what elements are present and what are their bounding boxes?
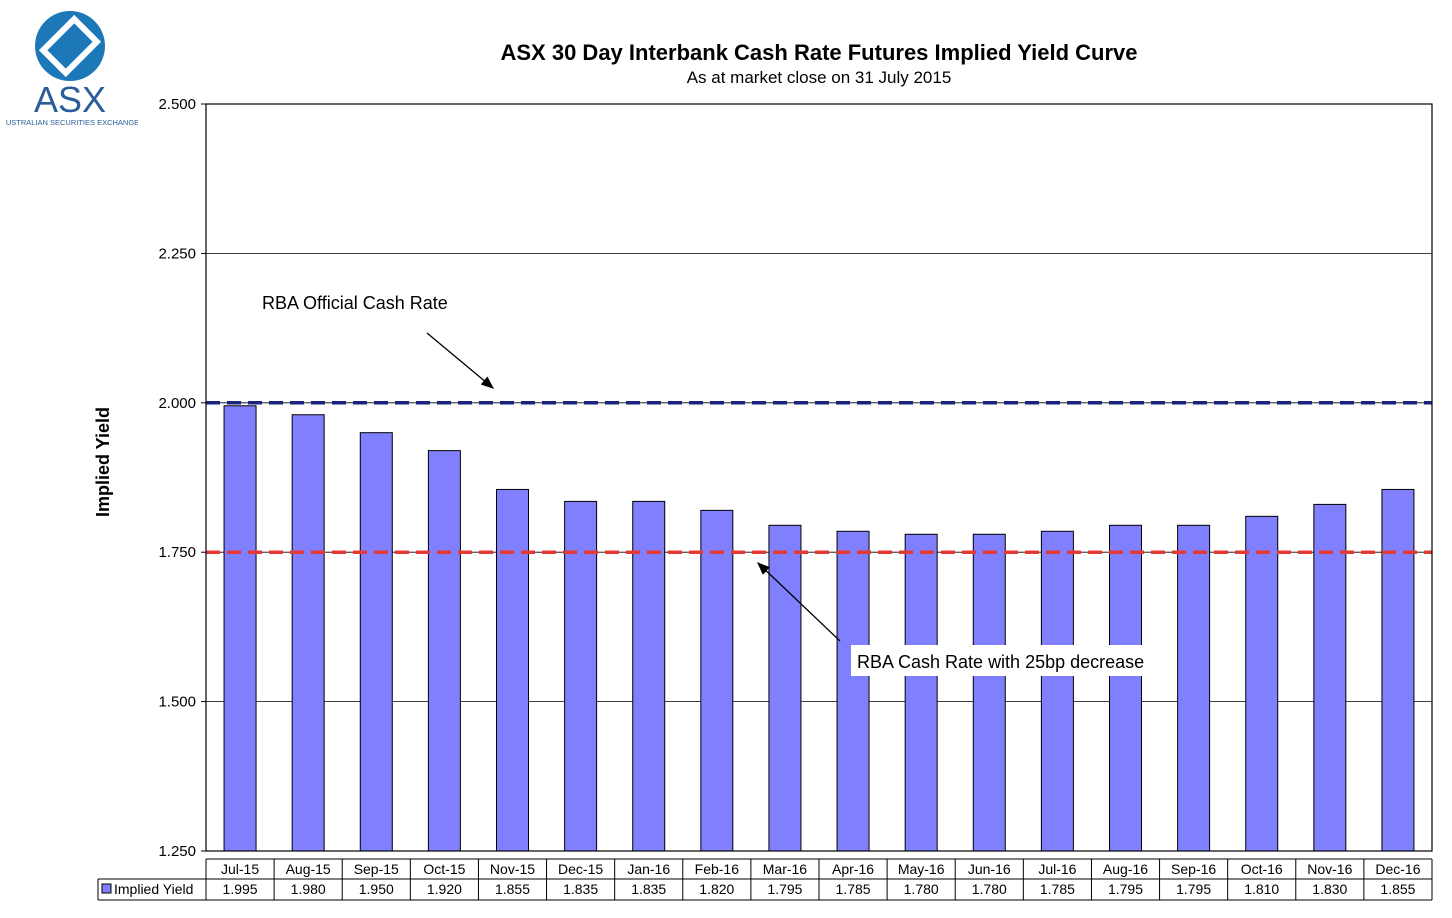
annotation-decrease-rate: RBA Cash Rate with 25bp decrease	[857, 652, 1144, 672]
x-category-label: Aug-15	[286, 861, 331, 877]
data-label: 1.980	[291, 881, 326, 897]
y-tick-label: 2.250	[158, 245, 196, 262]
bar	[972, 533, 1006, 852]
asx-logo-mark	[38, 14, 102, 78]
data-label: 1.855	[1380, 881, 1415, 897]
data-label: 1.995	[223, 881, 258, 897]
y-tick-label: 2.000	[158, 395, 196, 412]
x-category-label: Oct-15	[423, 861, 465, 877]
x-category-label: Mar-16	[763, 861, 808, 877]
data-label: 1.785	[1040, 881, 1075, 897]
asx-logo: ASX AUSTRALIAN SECURITIES EXCHANGE	[6, 11, 138, 127]
annotation-box	[851, 645, 1169, 676]
bar	[1109, 524, 1142, 852]
x-category-label: Sep-15	[354, 861, 399, 877]
x-category-label: May-16	[898, 861, 945, 877]
bar	[700, 509, 734, 852]
data-label: 1.920	[427, 881, 462, 897]
y-tick-label: 1.250	[158, 843, 196, 860]
plot-area	[206, 104, 1432, 851]
y-tick-label: 1.750	[158, 544, 196, 561]
plot-frame	[205, 103, 1433, 852]
y-tick-label: 1.500	[158, 694, 196, 711]
x-category-label: Apr-16	[832, 861, 874, 877]
data-label: 1.810	[1244, 881, 1279, 897]
data-label: 1.950	[359, 881, 394, 897]
legend-swatch	[101, 883, 112, 894]
chart-title: ASX 30 Day Interbank Cash Rate Futures I…	[500, 40, 1138, 65]
bar	[291, 414, 325, 852]
x-category-label: Aug-16	[1103, 861, 1148, 877]
x-category-label: Jul-15	[221, 861, 259, 877]
asx-logo-text: ASX	[34, 79, 106, 120]
x-category-label: Nov-15	[490, 861, 535, 877]
chart-subtitle: As at market close on 31 July 2015	[686, 68, 952, 87]
data-label: 1.820	[699, 881, 734, 897]
x-category-label: Jul-16	[1038, 861, 1076, 877]
data-label: 1.835	[563, 881, 598, 897]
bar	[564, 500, 598, 852]
annotation-arrow	[757, 562, 841, 642]
data-label: 1.780	[904, 881, 939, 897]
bar	[1245, 515, 1279, 852]
data-label: 1.795	[767, 881, 802, 897]
annotation-official-rate: RBA Official Cash Rate	[262, 293, 448, 313]
x-category-label: Jun-16	[968, 861, 1011, 877]
x-category-label: Dec-15	[558, 861, 603, 877]
data-label: 1.830	[1312, 881, 1347, 897]
data-label: 1.795	[1176, 881, 1211, 897]
data-label: 1.795	[1108, 881, 1143, 897]
x-category-label: Sep-16	[1171, 861, 1216, 877]
bar	[223, 405, 257, 852]
bar	[1177, 524, 1211, 852]
data-label: 1.785	[836, 881, 871, 897]
bar	[359, 432, 393, 852]
x-category-label: Feb-16	[695, 861, 740, 877]
x-category-label: Nov-16	[1307, 861, 1352, 877]
data-label: 1.780	[972, 881, 1007, 897]
bar	[1381, 488, 1415, 852]
x-category-label: Oct-16	[1241, 861, 1283, 877]
x-category-label: Dec-16	[1375, 861, 1420, 877]
y-axis-label: Implied Yield	[93, 407, 113, 517]
bar	[1040, 530, 1074, 852]
bar	[427, 450, 461, 852]
data-label: 1.855	[495, 881, 530, 897]
y-tick-label: 2.500	[158, 96, 196, 113]
x-category-label: Jan-16	[627, 861, 670, 877]
asx-logo-subtext: AUSTRALIAN SECURITIES EXCHANGE	[6, 118, 138, 127]
legend-label: Implied Yield	[114, 881, 193, 897]
bar	[496, 488, 529, 852]
bar	[1313, 503, 1347, 852]
bar	[904, 533, 938, 852]
data-label: 1.835	[631, 881, 666, 897]
bar	[836, 530, 870, 852]
bar	[768, 524, 802, 852]
annotation-arrow	[426, 332, 494, 389]
